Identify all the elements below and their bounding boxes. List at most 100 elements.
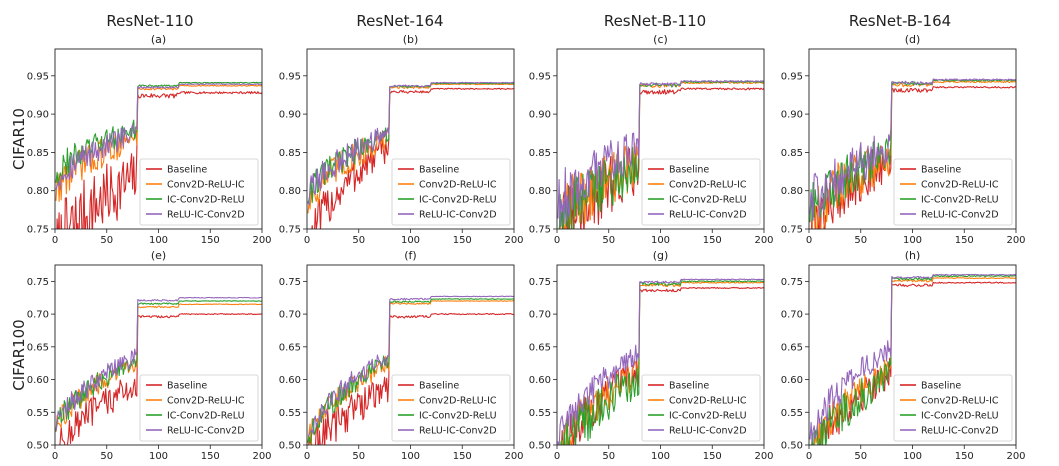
legend: Baseline Conv2D-ReLU-IC IC-Conv2D-ReLU ReLU… xyxy=(893,374,1013,442)
legend-entry: Baseline xyxy=(419,165,459,176)
subplot-label: (b) xyxy=(403,33,419,46)
legend-entry: Conv2D-ReLU-IC xyxy=(921,396,999,407)
legend-box xyxy=(391,374,511,442)
y-tick-label: 0.70 xyxy=(781,310,803,321)
series-line-baseline xyxy=(811,85,1016,229)
legend-box xyxy=(391,158,511,226)
x-tick-label: 200 xyxy=(504,451,523,462)
x-tick-label: 100 xyxy=(903,235,922,246)
y-tick-label: 0.75 xyxy=(781,277,803,288)
row-title-2: CIFAR100 xyxy=(10,319,28,390)
legend-entry: Conv2D-ReLU-IC xyxy=(669,396,747,407)
y-tick-label: 0.65 xyxy=(279,342,301,353)
x-tick-label: 50 xyxy=(854,235,867,246)
series-line-relu-ic-conv2d xyxy=(55,83,262,191)
legend: Baseline Conv2D-ReLU-IC IC-Conv2D-ReLU ReLU… xyxy=(139,374,259,442)
x-tick-label: 200 xyxy=(504,235,523,246)
legend-box xyxy=(641,158,761,226)
y-tick-label: 0.95 xyxy=(781,71,803,82)
y-tick-label: 0.80 xyxy=(781,186,803,197)
x-tick-label: 100 xyxy=(401,451,420,462)
legend-box xyxy=(893,374,1013,442)
legend-box xyxy=(641,374,761,442)
y-tick-label: 0.75 xyxy=(781,225,803,236)
legend-entry: ReLU-IC-Conv2D xyxy=(669,210,747,221)
y-tick-label: 0.60 xyxy=(27,375,49,386)
legend: Baseline Conv2D-ReLU-IC IC-Conv2D-ReLU ReLU… xyxy=(893,158,1013,226)
x-tick-label: 150 xyxy=(955,451,974,462)
y-tick-label: 0.85 xyxy=(781,148,803,159)
y-tick-label: 0.65 xyxy=(529,342,551,353)
legend-entry: Conv2D-ReLU-IC xyxy=(669,180,747,191)
column-title-1: ResNet-110 xyxy=(106,12,193,30)
x-tick-label: 200 xyxy=(1006,451,1025,462)
y-tick-label: 0.65 xyxy=(781,342,803,353)
series-group xyxy=(557,79,764,229)
column-title-4: ResNet-B-164 xyxy=(849,12,951,30)
legend-entry: IC-Conv2D-ReLU xyxy=(669,411,747,422)
legend: Baseline Conv2D-ReLU-IC IC-Conv2D-ReLU ReLU… xyxy=(641,374,761,442)
y-tick-label: 0.75 xyxy=(529,277,551,288)
x-tick-label: 0 xyxy=(806,451,812,462)
legend-entry: IC-Conv2D-ReLU xyxy=(167,195,245,206)
series-line-relu-ic-conv2d xyxy=(307,295,514,437)
legend-box xyxy=(139,374,259,442)
subplot-label: (h) xyxy=(905,249,921,262)
legend-entry: ReLU-IC-Conv2D xyxy=(419,210,497,221)
y-tick-label: 0.60 xyxy=(279,375,301,386)
x-tick-label: 50 xyxy=(100,451,113,462)
x-tick-label: 150 xyxy=(703,451,722,462)
x-tick-label: 50 xyxy=(100,235,113,246)
x-tick-label: 200 xyxy=(754,235,773,246)
legend-entry: IC-Conv2D-ReLU xyxy=(419,411,497,422)
column-title-3: ResNet-B-110 xyxy=(604,12,706,30)
legend-entry: IC-Conv2D-ReLU xyxy=(419,195,497,206)
x-tick-label: 0 xyxy=(554,451,560,462)
y-tick-label: 0.75 xyxy=(279,277,301,288)
y-tick-label: 0.80 xyxy=(529,186,551,197)
y-tick-label: 0.55 xyxy=(279,408,301,419)
subplot-label: (e) xyxy=(151,249,166,262)
y-tick-label: 0.55 xyxy=(781,408,803,419)
y-tick-label: 0.85 xyxy=(27,148,49,159)
legend-box xyxy=(893,158,1013,226)
legend-entry: Conv2D-ReLU-IC xyxy=(419,180,497,191)
legend-entry: ReLU-IC-Conv2D xyxy=(419,426,497,437)
x-tick-label: 0 xyxy=(304,451,310,462)
y-tick-label: 0.90 xyxy=(27,110,49,121)
series-group xyxy=(55,296,262,445)
series-group xyxy=(55,81,262,229)
series-group xyxy=(557,278,764,445)
x-tick-label: 0 xyxy=(52,451,58,462)
y-tick-label: 0.75 xyxy=(279,225,301,236)
x-tick-label: 0 xyxy=(304,235,310,246)
legend-entry: Conv2D-ReLU-IC xyxy=(167,180,245,191)
series-line-relu-ic-conv2d xyxy=(307,81,514,206)
legend: Baseline Conv2D-ReLU-IC IC-Conv2D-ReLU ReLU… xyxy=(391,158,511,226)
legend-entry: ReLU-IC-Conv2D xyxy=(167,426,245,437)
legend-entry: IC-Conv2D-ReLU xyxy=(921,411,999,422)
y-tick-label: 0.60 xyxy=(529,375,551,386)
y-tick-label: 0.55 xyxy=(27,408,49,419)
x-tick-label: 0 xyxy=(806,235,812,246)
legend-entry: Baseline xyxy=(921,381,961,392)
x-tick-label: 0 xyxy=(52,235,58,246)
panel-g: (g) 0 50 100 150 200 0.50 0.55 0.60 0.65 0.70 0.75 B… xyxy=(529,249,774,462)
legend: Baseline Conv2D-ReLU-IC IC-Conv2D-ReLU ReLU… xyxy=(641,158,761,226)
x-tick-label: 50 xyxy=(352,451,365,462)
x-tick-label: 100 xyxy=(651,451,670,462)
panel-a: (a) 0 50 100 150 200 0.75 0.80 0.85 0.90 0.95 Basel… xyxy=(27,33,272,246)
panel-h: (h) 0 50 100 150 200 0.50 0.55 0.60 0.65 0.70 0.75 B… xyxy=(781,249,1026,462)
legend-entry: Baseline xyxy=(167,165,207,176)
x-tick-label: 150 xyxy=(201,235,220,246)
series-line-baseline xyxy=(56,91,262,229)
series-line-baseline xyxy=(59,313,262,445)
x-tick-label: 150 xyxy=(955,235,974,246)
subplot-label: (d) xyxy=(905,33,921,46)
legend-entry: IC-Conv2D-ReLU xyxy=(167,411,245,422)
series-group xyxy=(809,273,1016,445)
x-tick-label: 200 xyxy=(754,451,773,462)
panel-f: (f) 0 50 100 150 200 0.50 0.55 0.60 0.65 0.70 0.75 B… xyxy=(279,249,524,462)
y-tick-label: 0.75 xyxy=(27,225,49,236)
x-tick-label: 200 xyxy=(252,451,271,462)
